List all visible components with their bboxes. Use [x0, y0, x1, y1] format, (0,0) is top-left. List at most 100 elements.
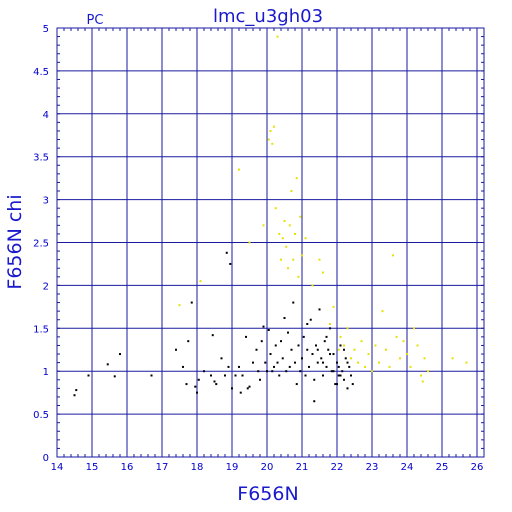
data-point: [238, 365, 240, 368]
data-point: [241, 374, 244, 377]
data-point: [199, 280, 202, 283]
data-point: [150, 374, 153, 377]
data-point: [465, 361, 468, 364]
data-point: [248, 385, 251, 388]
data-point: [264, 361, 267, 364]
data-point: [283, 317, 286, 320]
data-point: [350, 374, 352, 377]
data-point: [315, 344, 317, 347]
data-point: [329, 323, 331, 326]
data-point: [297, 275, 300, 278]
data-point: [348, 365, 351, 368]
data-point: [213, 380, 216, 383]
data-point: [229, 262, 232, 265]
x-tick-label: 14: [51, 462, 64, 473]
data-point: [346, 387, 349, 390]
data-point: [271, 142, 274, 145]
data-point: [322, 361, 324, 364]
data-point: [267, 138, 270, 141]
data-point: [257, 370, 260, 373]
x-tick-label: 26: [471, 462, 484, 473]
data-point: [339, 374, 342, 377]
data-point: [318, 308, 321, 311]
data-point: [269, 353, 272, 356]
data-point: [306, 348, 309, 351]
data-point: [320, 357, 323, 360]
data-point: [318, 258, 321, 261]
x-tick-label: 20: [261, 462, 274, 473]
data-point: [281, 357, 284, 360]
data-point: [304, 237, 307, 240]
data-point: [364, 365, 366, 368]
data-point: [259, 378, 261, 381]
data-point: [285, 245, 288, 248]
data-point: [327, 348, 330, 351]
x-tick-label: 17: [156, 462, 169, 473]
x-tick-label: 23: [366, 462, 379, 473]
data-point: [325, 335, 328, 338]
data-point: [190, 301, 193, 304]
data-points: [73, 35, 468, 403]
data-point: [416, 344, 419, 347]
data-point: [351, 383, 354, 386]
data-point: [287, 267, 289, 270]
data-point: [337, 365, 340, 368]
data-point: [322, 271, 324, 274]
data-point: [299, 370, 302, 373]
data-point: [197, 378, 200, 381]
x-tick-label: 18: [191, 462, 204, 473]
data-point: [381, 310, 384, 313]
data-point: [295, 177, 298, 180]
data-point: [329, 327, 331, 330]
data-point: [287, 331, 289, 334]
data-point: [332, 370, 335, 373]
data-point: [269, 129, 272, 132]
data-point: [276, 361, 279, 364]
data-point: [203, 370, 205, 373]
x-tick-label: 15: [86, 462, 99, 473]
data-point: [292, 258, 295, 261]
data-point: [119, 353, 121, 356]
x-axis-title: F656N: [237, 483, 298, 505]
y-tick-label: 5: [43, 24, 49, 35]
data-point: [262, 325, 265, 328]
data-point: [295, 383, 298, 386]
data-point: [255, 348, 258, 351]
y-tick-labels: 0 0.5 1 1.5 2 2.5 3 3.5 4 4.5 5: [33, 24, 49, 464]
data-point: [420, 374, 422, 377]
data-point: [367, 353, 370, 356]
data-point: [341, 370, 344, 373]
y-tick-label: 3.5: [33, 153, 49, 164]
data-point: [332, 353, 335, 356]
data-point: [215, 383, 218, 386]
data-point: [252, 361, 254, 364]
data-point: [329, 353, 331, 356]
data-point: [304, 374, 307, 377]
y-tick-label: 2.5: [33, 239, 49, 250]
x-tick-label: 21: [296, 462, 309, 473]
data-point: [313, 400, 316, 403]
data-point: [337, 348, 340, 351]
y-tick-label: 3: [43, 196, 49, 207]
data-point: [301, 254, 303, 257]
data-point: [290, 190, 293, 193]
data-point: [336, 361, 338, 364]
data-point: [288, 365, 291, 368]
y-tick-label: 4.5: [33, 67, 49, 78]
data-point: [343, 378, 345, 381]
data-point: [87, 374, 90, 377]
data-point: [360, 340, 363, 343]
data-point: [316, 348, 319, 351]
data-point: [357, 361, 359, 364]
data-point: [385, 348, 387, 351]
data-point: [224, 374, 226, 377]
data-point: [343, 348, 345, 351]
data-point: [336, 383, 338, 386]
data-point: [281, 237, 284, 240]
data-point: [73, 394, 76, 397]
data-point: [409, 365, 412, 368]
data-point: [288, 224, 291, 227]
x-tick-label: 19: [226, 462, 239, 473]
data-point: [311, 353, 314, 356]
data-point: [239, 391, 242, 394]
